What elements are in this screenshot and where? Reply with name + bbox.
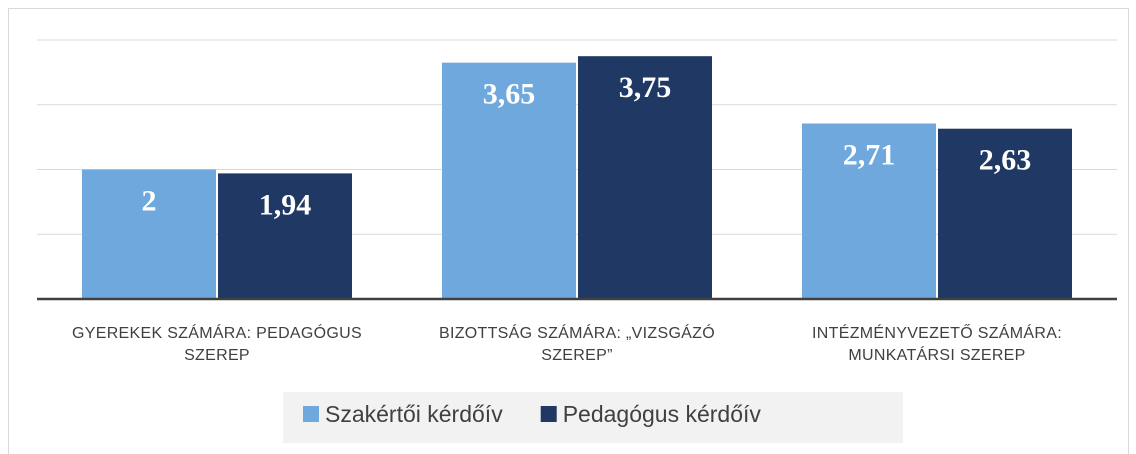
bar <box>82 169 216 299</box>
legend-label: Pedagógus kérdőív <box>563 401 762 427</box>
bar <box>938 128 1072 299</box>
data-label: 2,63 <box>979 144 1032 177</box>
legend-swatch <box>540 406 557 422</box>
bar <box>802 123 936 299</box>
bar <box>578 56 712 299</box>
x-tick-label: INTÉZMÉNYVEZETŐ SZÁMÁRA: MUNKATÁRSI SZER… <box>812 325 1062 364</box>
x-tick-label: BIZOTTSÁG SZÁMÁRA: „VIZSGÁZÓ SZEREP” <box>439 325 715 364</box>
legend-swatch <box>303 406 319 422</box>
legend-box <box>283 392 903 443</box>
x-tick-label: GYEREKEK SZÁMÁRA: PEDAGÓGUS SZEREP <box>72 325 362 364</box>
data-label: 1,94 <box>259 188 312 221</box>
data-label: 2 <box>142 184 157 217</box>
data-label: 3,75 <box>619 71 672 104</box>
data-label: 3,65 <box>483 78 536 111</box>
data-label: 2,71 <box>843 138 896 171</box>
chart-border <box>8 8 1129 454</box>
bar <box>218 173 352 299</box>
legend-label: Szakértői kérdőív <box>325 401 503 427</box>
bar <box>442 62 576 299</box>
